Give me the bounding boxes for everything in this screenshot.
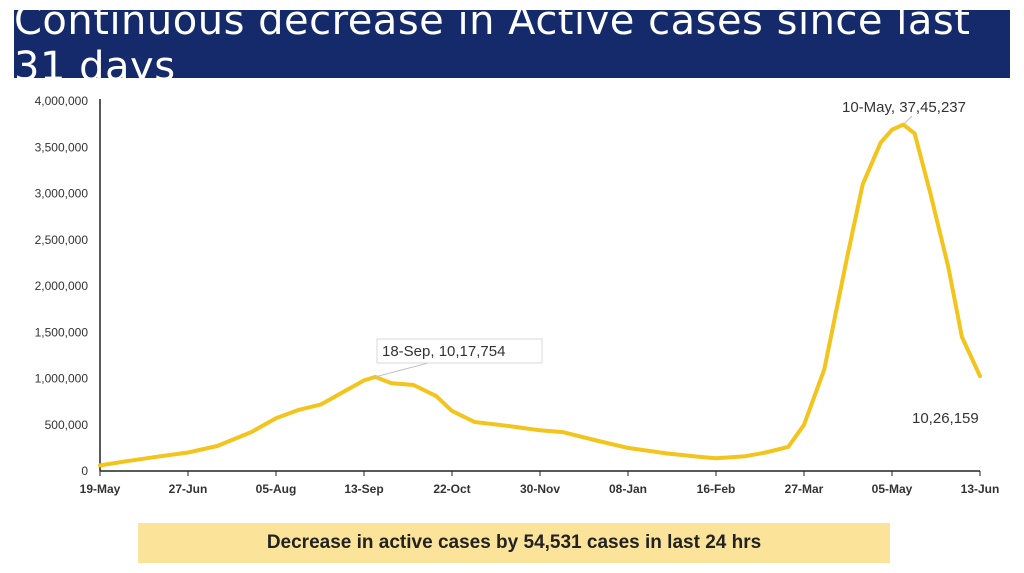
summary-banner: Decrease in active cases by 54,531 cases… (138, 523, 890, 563)
x-axis-ticks: 19-May 27-Jun 05-Aug 13-Sep 22-Oct 30-Nov 08-J… (80, 471, 1000, 496)
y-tick-label: 3,500,000 (35, 140, 89, 154)
x-tick-label: 13-Jun (961, 482, 1000, 496)
x-tick-label: 22-Oct (433, 482, 470, 496)
y-tick-label: 1,000,000 (35, 372, 89, 386)
y-tick-label: 0 (81, 464, 88, 478)
x-tick-label: 27-Jun (169, 482, 208, 496)
active-cases-chart: 0 500,000 1,000,000 1,500,000 2,000,000 2,500… (35, 94, 1000, 496)
x-tick-label: 16-Feb (697, 482, 736, 496)
x-tick-label: 13-Sep (344, 482, 383, 496)
y-tick-label: 3,000,000 (35, 187, 89, 201)
annotations: 18-Sep, 10,17,754 10-May, 37,45,237 10,26,… (375, 99, 979, 427)
annotation-leader (375, 361, 433, 378)
summary-text: Decrease in active cases by 54,531 cases… (266, 532, 762, 553)
y-tick-label: 1,500,000 (35, 325, 89, 339)
x-tick-label: 08-Jan (609, 482, 647, 496)
x-tick-label: 05-May (872, 482, 913, 496)
data-label: 10,26,159 (912, 410, 979, 427)
annotation-leader (902, 115, 913, 125)
data-label-box (376, 338, 543, 364)
x-tick-label: 05-Aug (256, 482, 297, 496)
x-tick-label: 27-Mar (785, 482, 824, 496)
title-bar: Continuous decrease in Active cases sinc… (14, 0, 1010, 90)
data-label: 18-Sep, 10,17,754 (382, 343, 505, 360)
x-tick-label: 30-Nov (520, 482, 560, 496)
y-tick-label: 2,500,000 (35, 233, 89, 247)
data-label: 10-May, 37,45,237 (842, 99, 966, 116)
y-axis-ticks: 0 500,000 1,000,000 1,500,000 2,000,000 2,500… (35, 94, 89, 478)
y-tick-label: 2,000,000 (35, 279, 89, 293)
x-tick-label: 19-May (80, 482, 121, 496)
active-cases-line (98, 122, 982, 468)
y-tick-label: 500,000 (45, 418, 89, 432)
y-tick-label: 4,000,000 (35, 94, 89, 108)
page-title: Continuous decrease in Active cases sinc… (14, 0, 971, 90)
